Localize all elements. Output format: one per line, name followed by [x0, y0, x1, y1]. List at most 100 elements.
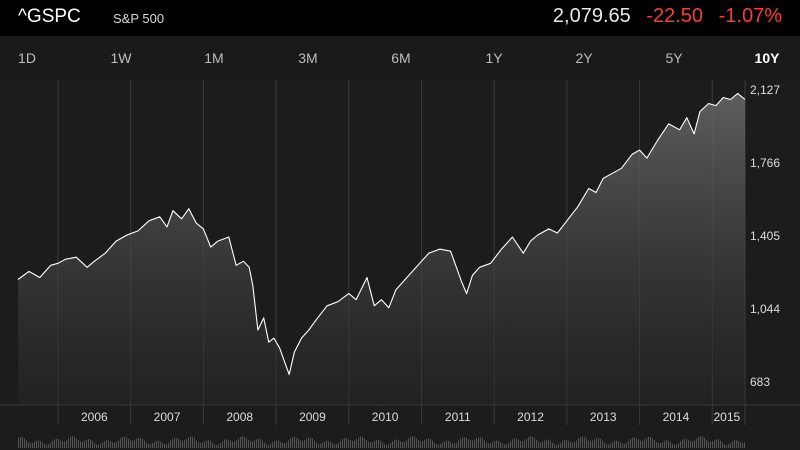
volume-bar — [318, 443, 319, 448]
x-tick-label: 2013 — [590, 410, 617, 424]
volume-bar — [320, 443, 321, 448]
volume-bar — [484, 440, 485, 448]
volume-bar — [66, 440, 67, 448]
volume-bar — [502, 443, 503, 448]
area-layer — [17, 92, 746, 406]
tab-1y[interactable]: 1Y — [485, 50, 503, 66]
volume-bar — [68, 438, 69, 448]
volume-bar — [362, 436, 363, 448]
volume-bar — [232, 441, 233, 448]
volume-bar — [692, 441, 693, 448]
tab-1w[interactable]: 1W — [110, 50, 132, 66]
tab-10y[interactable]: 10Y — [754, 50, 780, 66]
volume-bar — [584, 437, 585, 448]
volume-bar — [274, 441, 275, 448]
volume-bar — [660, 442, 661, 448]
volume-bar — [100, 444, 101, 448]
volume-bar — [342, 439, 343, 448]
volume-bar — [282, 442, 283, 448]
volume-bar — [694, 440, 695, 448]
volume-bar — [582, 436, 583, 448]
volume-bar — [744, 442, 745, 448]
volume-bar — [138, 437, 139, 448]
volume-bar — [670, 442, 671, 448]
volume-bar — [210, 440, 211, 448]
volume-bar — [624, 443, 625, 448]
tab-5y[interactable]: 5Y — [665, 50, 683, 66]
volume-bar — [200, 442, 201, 448]
volume-bar — [672, 443, 673, 448]
volume-bar — [560, 442, 561, 448]
volume-bar — [462, 437, 463, 448]
volume-bar — [46, 444, 47, 448]
price-chart[interactable]: 2,127 1,766 1,405 1,044 683 2006 2007 2008 2009… — [0, 80, 800, 450]
volume-bar — [422, 440, 423, 448]
volume-bar — [112, 442, 113, 448]
volume-bar — [390, 443, 391, 448]
volume-bar — [142, 438, 143, 448]
volume-bar — [376, 439, 377, 448]
volume-bar — [600, 438, 601, 448]
volume-bar — [184, 440, 185, 448]
tab-1d[interactable]: 1D — [18, 50, 36, 66]
volume-bar — [542, 441, 543, 448]
volume-bar — [162, 443, 163, 448]
volume-bar — [612, 442, 613, 448]
volume-bar — [82, 441, 83, 448]
volume-bar — [682, 439, 683, 448]
volume-bar — [136, 438, 137, 448]
volume-bar — [534, 438, 535, 448]
volume-bar — [514, 438, 515, 448]
ticker-symbol: ^GSPC — [18, 6, 81, 27]
volume-bar — [638, 439, 639, 448]
volume-bar — [20, 436, 21, 448]
volume-bar — [454, 443, 455, 448]
price-area — [18, 93, 745, 406]
quote-values: 2,079.65 -22.50 -1.07% — [553, 5, 782, 28]
volume-bar — [30, 443, 31, 448]
tab-1m[interactable]: 1M — [204, 50, 224, 66]
volume-bar — [486, 442, 487, 448]
volume-bar — [406, 440, 407, 448]
volume-bar — [168, 442, 169, 448]
volume-bar — [280, 441, 281, 448]
volume-bar — [452, 443, 453, 448]
volume-bar — [566, 439, 567, 448]
volume-bar — [206, 440, 207, 448]
volume-bar — [712, 441, 713, 448]
volume-bar — [160, 441, 161, 448]
volume-bar — [182, 440, 183, 448]
volume-bar — [312, 438, 313, 448]
volume-bar — [602, 440, 603, 448]
volume-bar — [548, 439, 549, 448]
volume-bar — [352, 440, 353, 448]
volume-bar — [384, 444, 385, 448]
volume-bar — [656, 441, 657, 448]
volume-bar — [716, 439, 717, 448]
volume-bar — [704, 438, 705, 448]
tab-2y[interactable]: 2Y — [575, 50, 593, 66]
volume-bar — [596, 438, 597, 448]
volume-bar — [74, 436, 75, 448]
volume-bar — [114, 442, 115, 448]
volume-bar — [88, 439, 89, 448]
volume-bar — [594, 439, 595, 448]
volume-bar — [146, 442, 147, 448]
volume-bar — [202, 442, 203, 448]
volume-bar — [386, 444, 387, 448]
volume-bar — [476, 438, 477, 448]
volume-bar — [374, 440, 375, 448]
volume-bar — [424, 440, 425, 448]
volume-bar — [258, 438, 259, 448]
volume-bar — [556, 444, 557, 448]
volume-bar — [78, 440, 79, 448]
volume-bar — [618, 441, 619, 448]
volume-bar — [524, 440, 525, 448]
volume-bar — [408, 438, 409, 448]
volume-bar — [440, 443, 441, 448]
tab-6m[interactable]: 6M — [391, 50, 411, 66]
volume-bar — [708, 441, 709, 448]
tab-3m[interactable]: 3M — [298, 50, 318, 66]
volume-bar — [378, 439, 379, 448]
